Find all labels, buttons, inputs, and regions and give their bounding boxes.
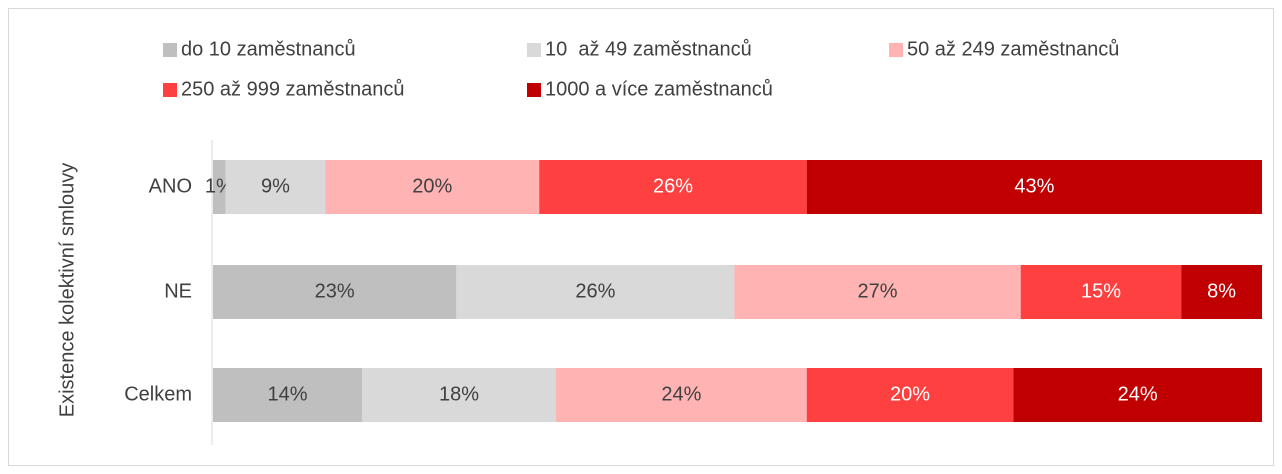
bar-segment — [456, 265, 735, 319]
data-label: 23% — [315, 280, 355, 302]
bar-segment — [1013, 368, 1262, 422]
y-tick-label: NE — [164, 280, 192, 302]
legend-swatch — [889, 43, 903, 57]
y-tick-label: ANO — [149, 175, 192, 197]
legend-label: 250 až 999 zaměstnanců — [181, 78, 405, 100]
data-label: 9% — [261, 175, 290, 197]
y-axis-label: Existence kolektivní smlouvy — [56, 163, 78, 418]
bar-segment — [213, 265, 457, 319]
y-tick-label: Celkem — [124, 383, 192, 405]
bar-segment — [1181, 265, 1262, 319]
data-label: 15% — [1081, 280, 1121, 302]
legend-label: 1000 a více zaměstnanců — [545, 78, 773, 100]
bar-segment — [325, 160, 540, 214]
legend-swatch — [163, 83, 177, 97]
data-label: 20% — [412, 175, 452, 197]
data-label: 8% — [1207, 280, 1236, 302]
bar-segment — [539, 160, 807, 214]
data-label: 24% — [1118, 383, 1158, 405]
data-label: 20% — [890, 383, 930, 405]
data-label: 27% — [858, 280, 898, 302]
legend-label: do 10 zaměstnanců — [181, 38, 356, 60]
legend-label: 10 až 49 zaměstnanců — [545, 38, 752, 60]
legend-swatch — [163, 43, 177, 57]
data-label: 14% — [267, 383, 307, 405]
legend-swatch — [527, 83, 541, 97]
legend-label: 50 až 249 zaměstnanců — [907, 38, 1119, 60]
data-label: 18% — [439, 383, 479, 405]
bar-segment — [225, 160, 326, 214]
bar-segment — [734, 265, 1021, 319]
bar-segment — [806, 160, 1262, 214]
bar-segment — [213, 160, 226, 214]
bar-segment — [556, 368, 807, 422]
bar-segment — [1020, 265, 1182, 319]
data-label: 24% — [661, 383, 701, 405]
bar-segment — [361, 368, 557, 422]
bar-segment — [213, 368, 362, 422]
bar-segment — [806, 368, 1014, 422]
data-label: 26% — [575, 280, 615, 302]
data-label: 43% — [1014, 175, 1054, 197]
data-label: 26% — [653, 175, 693, 197]
legend-swatch — [527, 43, 541, 57]
